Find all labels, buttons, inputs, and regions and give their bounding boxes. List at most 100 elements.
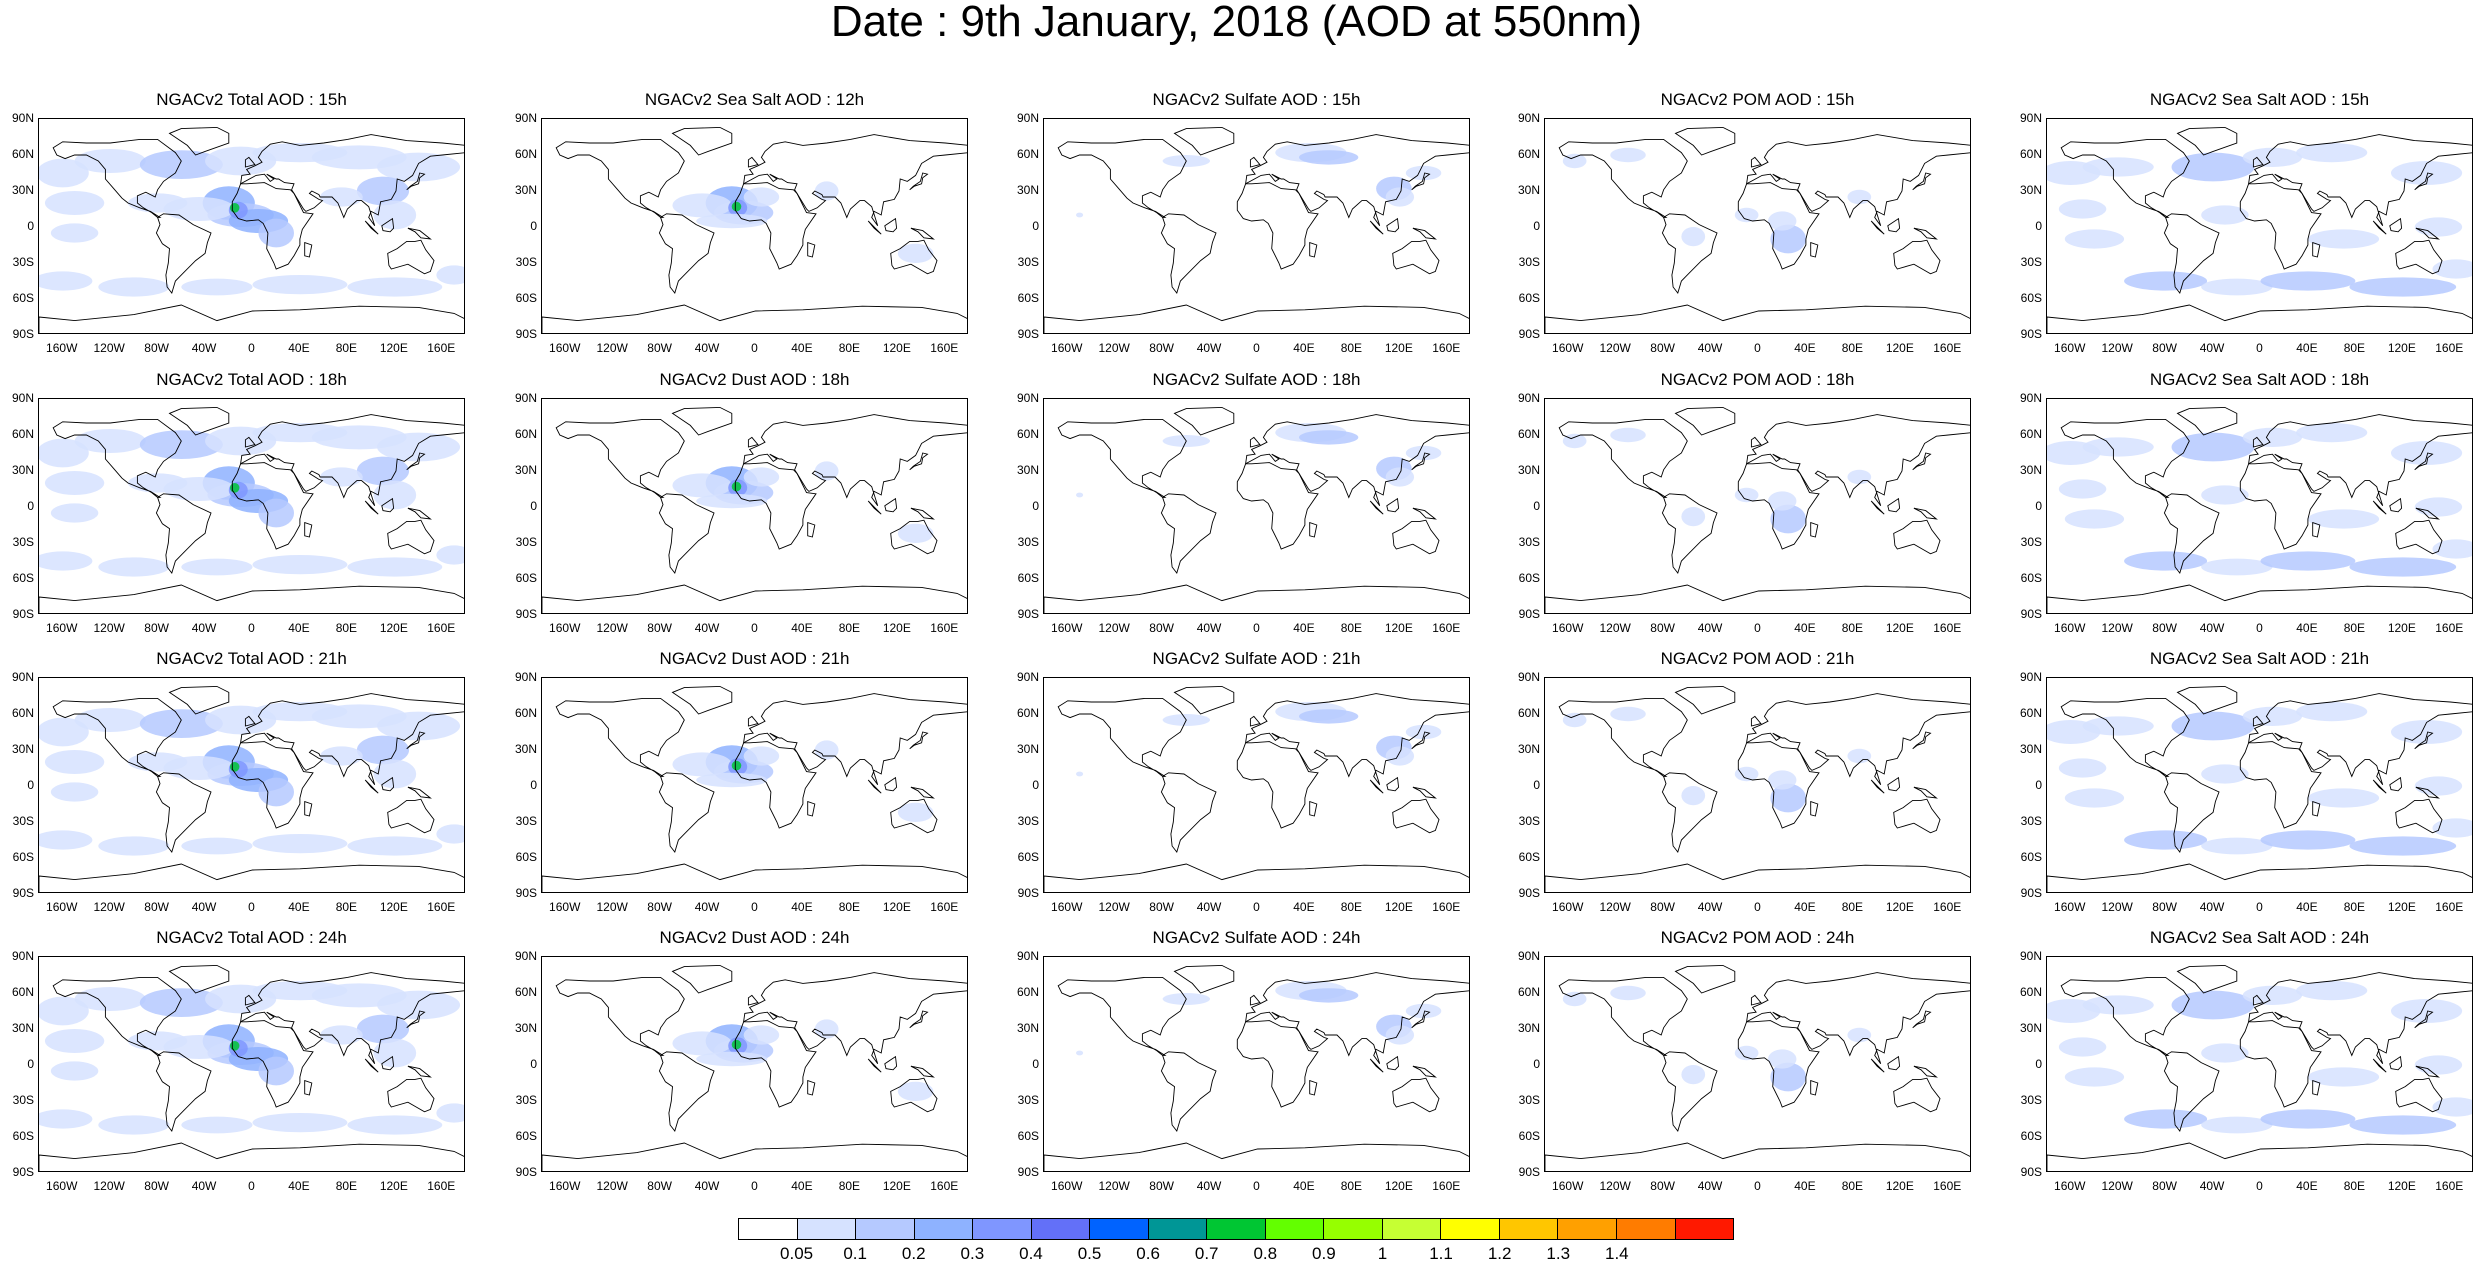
coastline xyxy=(910,507,935,520)
lon-tick-label: 40E xyxy=(791,341,813,355)
lon-tick-label: 160E xyxy=(427,341,456,355)
coastline xyxy=(1737,462,1820,550)
aod-plume xyxy=(2296,143,2368,163)
lat-tick-label: 90N xyxy=(2019,391,2042,405)
lon-tick-label: 0 xyxy=(2256,621,2263,635)
aod-plume xyxy=(1076,212,1084,218)
colorbar-label: 0.8 xyxy=(1253,1244,1278,1263)
aod-plume xyxy=(373,480,417,510)
lon-tick-label: 160E xyxy=(1933,341,1962,355)
lon-tick-label: 120E xyxy=(2387,341,2416,355)
lon-tick-label: 40W xyxy=(2199,621,2225,635)
map-panel: NGACv2 Sea Salt AOD : 15h 90N 60N 30N 0 30S 60… xyxy=(2020,90,2473,354)
coastline xyxy=(2060,138,2190,218)
lat-tick-label: 0 xyxy=(1032,1057,1039,1071)
colorbar-label: 1.4 xyxy=(1604,1244,1629,1263)
aod-plume xyxy=(44,750,105,774)
aod-plume xyxy=(731,481,742,492)
lon-tick-label: 120E xyxy=(1384,621,1413,635)
coastline xyxy=(1737,741,1820,829)
lat-tick-label: 0 xyxy=(530,499,537,513)
coastline xyxy=(555,138,685,218)
coastline xyxy=(2372,1058,2387,1073)
lat-tick-label: 90S xyxy=(12,1165,34,1179)
aod-plume xyxy=(229,203,240,213)
colorbar-swatch xyxy=(1031,1219,1091,1239)
lat-tick-label: 60S xyxy=(515,291,537,305)
lon-tick-label: 120W xyxy=(93,900,125,914)
map-panel: NGACv2 Total AOD : 24h 90N 60N 30N 0 30S 60S 90… xyxy=(12,928,465,1192)
lat-tick-label: 0 xyxy=(1533,778,1540,792)
coastline xyxy=(734,462,817,550)
lat-tick-label: 30N xyxy=(1517,183,1540,197)
lon-tick-label: 120W xyxy=(1599,621,1631,635)
lon-tick-label: 0 xyxy=(751,621,758,635)
coastline xyxy=(406,731,426,750)
lon-tick-label: 40W xyxy=(694,900,720,914)
lon-tick-label: 0 xyxy=(1253,900,1260,914)
map-svg xyxy=(1044,406,1469,613)
map-plot xyxy=(2046,398,2473,614)
lon-tick-label: 80E xyxy=(1340,341,1363,355)
lat-tick-label: 60N xyxy=(11,706,34,720)
coastline xyxy=(1245,414,1469,507)
aod-plume xyxy=(1610,706,1646,722)
aod-plume xyxy=(1610,427,1646,443)
lon-tick-label: 120E xyxy=(882,900,911,914)
coastline xyxy=(734,1020,817,1108)
aod-plume xyxy=(696,772,768,788)
lon-tick-label: 40E xyxy=(288,621,310,635)
colorbar-label: 0.7 xyxy=(1194,1244,1219,1263)
aod-plume xyxy=(1405,724,1442,740)
aod-plume xyxy=(2082,716,2154,736)
lon-tick-label: 160E xyxy=(1432,341,1461,355)
panel-title: NGACv2 Dust AOD : 21h xyxy=(659,649,850,668)
lon-tick-label: 40W xyxy=(1697,1179,1723,1193)
lat-tick-label: 30N xyxy=(2019,463,2042,477)
colorbar-swatch xyxy=(1207,1219,1266,1239)
aod-plume xyxy=(2124,1109,2208,1129)
lat-tick-label: 0 xyxy=(1032,778,1039,792)
aod-plume xyxy=(39,551,93,571)
lon-tick-label: 160E xyxy=(1933,621,1962,635)
aod-plume xyxy=(814,461,839,481)
coastline xyxy=(364,1058,379,1073)
aod-plume xyxy=(2082,437,2154,457)
aod-plume xyxy=(2201,205,2249,225)
lat-tick-label: 0 xyxy=(530,219,537,233)
coastline xyxy=(1309,1079,1318,1096)
lat-tick-label: 90N xyxy=(514,670,537,684)
aod-plume xyxy=(127,752,188,772)
lat-tick-label: 30N xyxy=(11,463,34,477)
coastline xyxy=(1887,497,1901,513)
lon-tick-label: 80E xyxy=(838,621,861,635)
coastline xyxy=(1044,584,1469,613)
aod-plume xyxy=(2307,788,2380,808)
coastline xyxy=(2415,227,2440,240)
lon-tick-label: 160E xyxy=(427,1179,456,1193)
panel-title: NGACv2 Sulfate AOD : 18h xyxy=(1152,370,1361,389)
lon-tick-label: 40E xyxy=(1794,341,1816,355)
coastline xyxy=(1893,239,1941,275)
colorbar-swatch xyxy=(1324,1219,1383,1239)
coastline xyxy=(884,497,898,513)
lat-tick-label: 90N xyxy=(2019,670,2042,684)
lon-tick-label: 40W xyxy=(694,621,720,635)
map-panel: NGACv2 POM AOD : 18h 90N 60N 30N 0 30S 60S 90S 1… xyxy=(1518,370,1971,634)
lat-tick-label: 60S xyxy=(1518,571,1540,585)
map-svg xyxy=(1545,685,1970,892)
coastline xyxy=(231,1020,314,1108)
coastline xyxy=(2395,798,2443,834)
coastline xyxy=(807,521,816,538)
lon-tick-label: 40W xyxy=(191,341,217,355)
coastline xyxy=(387,1077,435,1113)
colorbar-label: 0.05 xyxy=(780,1244,814,1263)
lat-tick-label: 60S xyxy=(1518,850,1540,864)
lon-tick-label: 0 xyxy=(751,341,758,355)
lat-tick-label: 30S xyxy=(2020,535,2042,549)
map-plot xyxy=(541,398,968,614)
lon-tick-label: 120E xyxy=(1384,900,1413,914)
colorbar-swatch xyxy=(914,1219,974,1239)
lon-tick-label: 80W xyxy=(647,621,672,635)
aod-plume xyxy=(1847,189,1872,205)
